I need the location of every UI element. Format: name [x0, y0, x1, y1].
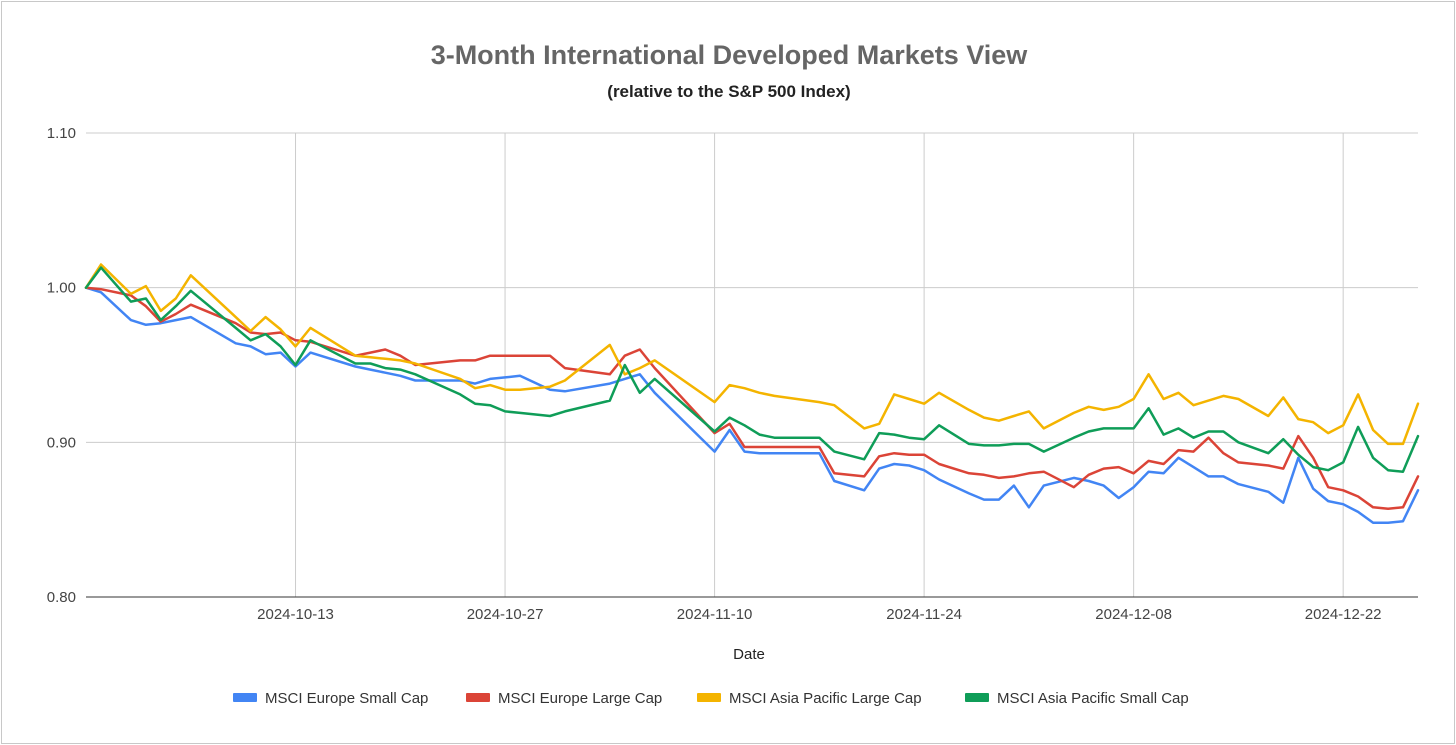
legend-swatch	[965, 693, 989, 702]
legend-item: MSCI Europe Small Cap	[233, 690, 428, 707]
x-tick-label: 2024-11-10	[677, 606, 753, 623]
x-tick-label: 2024-12-22	[1305, 606, 1382, 623]
series-line-1	[84, 286, 1420, 525]
legend-label: MSCI Europe Small Cap	[265, 690, 428, 707]
legend-item: MSCI Europe Large Cap	[466, 690, 662, 707]
x-tick-label: 2024-10-27	[467, 606, 544, 623]
legend-swatch	[233, 693, 257, 702]
axis-layer: 0.80 0.90 1.00 1.10 2024-10-13 2024-10-27 2024…	[47, 125, 1418, 623]
x-tick-label: 2024-10-13	[257, 606, 334, 623]
legend: MSCI Europe Small Cap MSCI Europe Large C…	[233, 690, 1189, 707]
series-layer	[84, 263, 1420, 525]
y-tick-label: 1.00	[47, 280, 76, 297]
x-tick-label: 2024-12-08	[1095, 606, 1172, 623]
legend-label: MSCI Asia Pacific Small Cap	[997, 690, 1189, 707]
y-tick-label: 0.90	[47, 434, 76, 451]
series-line-2	[84, 286, 1420, 511]
y-tick-label: 1.10	[47, 125, 76, 142]
legend-swatch	[466, 693, 490, 702]
legend-label: MSCI Asia Pacific Large Cap	[729, 690, 922, 707]
x-axis-label: Date	[733, 646, 765, 663]
legend-item: MSCI Asia Pacific Small Cap	[965, 690, 1189, 707]
chart-subtitle: (relative to the S&P 500 Index)	[607, 82, 850, 101]
legend-item: MSCI Asia Pacific Large Cap	[697, 690, 922, 707]
x-tick-label: 2024-11-24	[886, 606, 962, 623]
grid-layer	[86, 132, 1418, 597]
series-line-3	[84, 263, 1420, 446]
legend-label: MSCI Europe Large Cap	[498, 690, 662, 707]
y-tick-label: 0.80	[47, 589, 76, 606]
chart-title: 3-Month International Developed Markets …	[431, 40, 1029, 70]
legend-swatch	[697, 693, 721, 702]
series-line-4	[84, 266, 1420, 473]
